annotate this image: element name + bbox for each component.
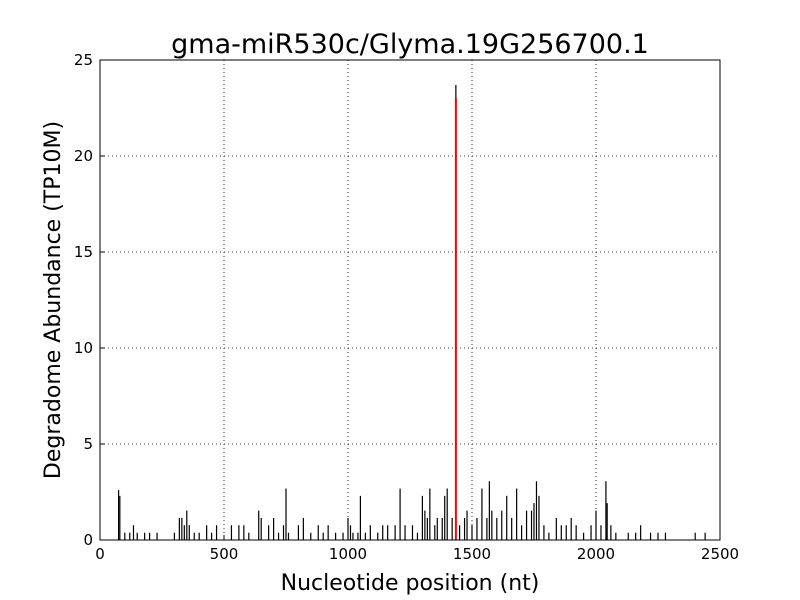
- y-axis-label: Degradome Abundance (TP10M): [41, 121, 66, 479]
- y-tick-label: 25: [74, 51, 93, 69]
- x-tick-label: 1500: [453, 545, 491, 563]
- y-tick-label: 10: [74, 339, 93, 357]
- y-tick-label: 20: [74, 147, 93, 165]
- x-tick-label: 0: [95, 545, 105, 563]
- x-tick-label: 2000: [577, 545, 615, 563]
- x-tick-label: 2500: [701, 545, 739, 563]
- chart-title: gma-miR530c/Glyma.19G256700.1: [171, 29, 649, 60]
- plot-frame: [99, 59, 721, 541]
- x-tick-label: 500: [210, 545, 239, 563]
- y-tick-label: 15: [74, 243, 93, 261]
- y-tick-label: 5: [83, 435, 93, 453]
- y-tick-label: 0: [83, 531, 93, 549]
- x-tick-label: 1000: [329, 545, 367, 563]
- x-axis-label: Nucleotide position (nt): [281, 571, 540, 596]
